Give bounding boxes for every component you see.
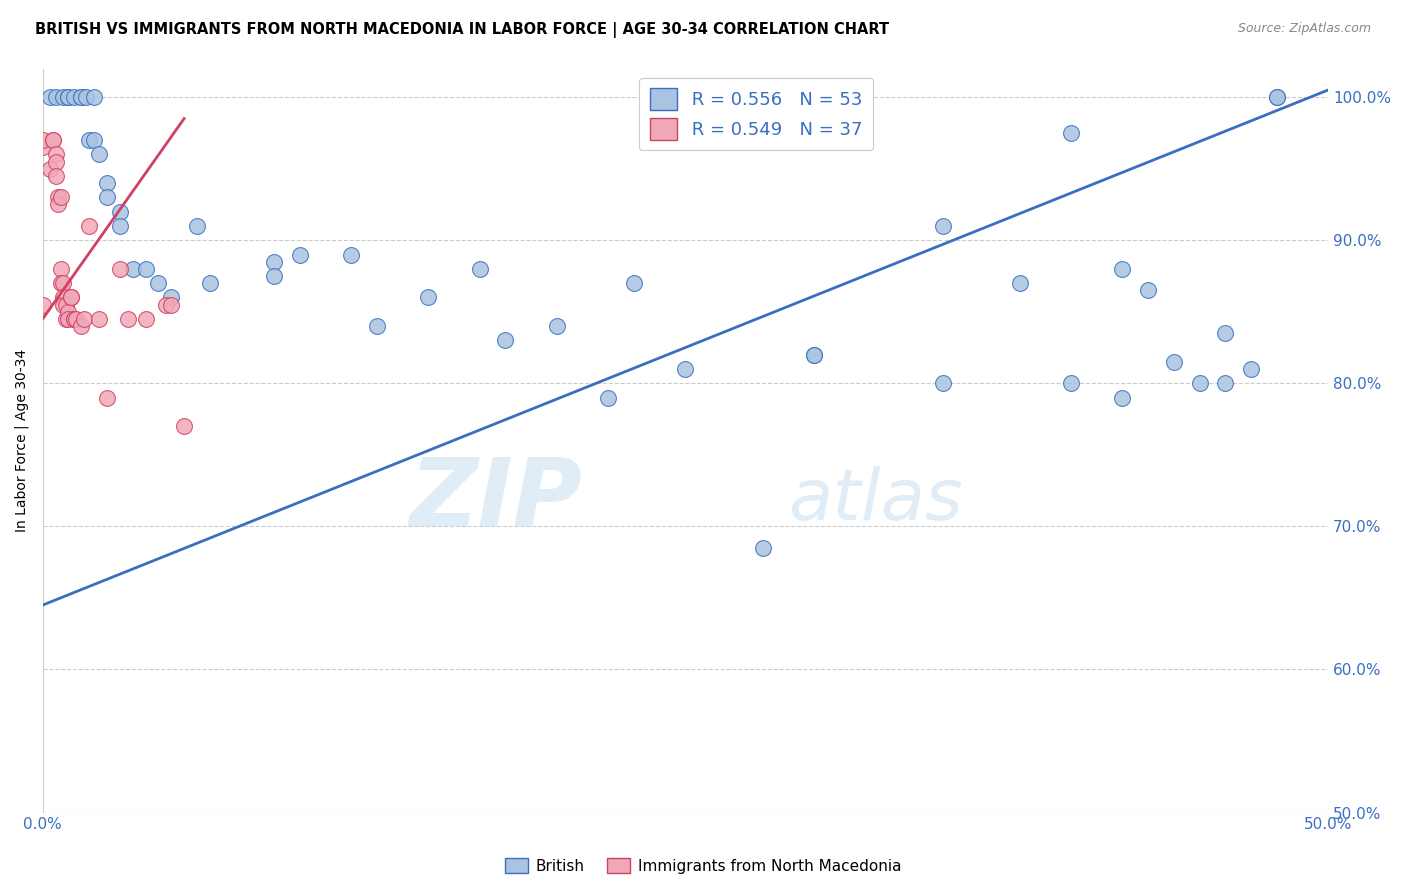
Point bbox=[148, 276, 170, 290]
Point bbox=[108, 219, 131, 233]
Point bbox=[62, 90, 84, 104]
Point bbox=[58, 90, 80, 104]
Point bbox=[1240, 362, 1263, 376]
Point bbox=[546, 319, 568, 334]
Point bbox=[52, 290, 75, 304]
Text: Source: ZipAtlas.com: Source: ZipAtlas.com bbox=[1237, 22, 1371, 36]
Point bbox=[623, 276, 645, 290]
Point bbox=[96, 176, 118, 190]
Point bbox=[70, 90, 93, 104]
Point bbox=[121, 261, 143, 276]
Point bbox=[46, 197, 69, 211]
Point bbox=[83, 90, 105, 104]
Point bbox=[73, 312, 96, 326]
Point bbox=[751, 541, 773, 555]
Point bbox=[117, 312, 139, 326]
Point bbox=[45, 169, 67, 183]
Point bbox=[468, 261, 491, 276]
Point bbox=[1060, 126, 1083, 140]
Point bbox=[31, 140, 53, 154]
Point bbox=[58, 312, 80, 326]
Point bbox=[31, 297, 53, 311]
Point bbox=[59, 290, 82, 304]
Point bbox=[173, 419, 195, 434]
Point bbox=[42, 133, 65, 147]
Point bbox=[108, 204, 131, 219]
Point bbox=[70, 90, 93, 104]
Point bbox=[52, 297, 75, 311]
Point bbox=[366, 319, 388, 334]
Point bbox=[1188, 376, 1211, 391]
Point bbox=[96, 190, 118, 204]
Point bbox=[263, 268, 285, 283]
Point bbox=[931, 219, 953, 233]
Point bbox=[77, 219, 100, 233]
Point bbox=[55, 312, 77, 326]
Point bbox=[186, 219, 208, 233]
Point bbox=[1265, 90, 1288, 104]
Point bbox=[1008, 276, 1031, 290]
Point bbox=[108, 261, 131, 276]
Point bbox=[52, 90, 75, 104]
Point bbox=[803, 348, 825, 362]
Point bbox=[45, 147, 67, 161]
Point bbox=[58, 305, 80, 319]
Point bbox=[288, 247, 311, 261]
Point bbox=[45, 154, 67, 169]
Point bbox=[58, 90, 80, 104]
Point bbox=[1213, 326, 1236, 341]
Point bbox=[89, 147, 111, 161]
Point bbox=[1060, 376, 1083, 391]
Point bbox=[340, 247, 363, 261]
Point bbox=[155, 297, 177, 311]
Point bbox=[70, 319, 93, 334]
Point bbox=[83, 133, 105, 147]
Point bbox=[1163, 355, 1185, 369]
Point bbox=[135, 261, 157, 276]
Point bbox=[39, 90, 62, 104]
Point bbox=[65, 312, 87, 326]
Point bbox=[494, 334, 516, 348]
Point bbox=[1137, 283, 1160, 297]
Point bbox=[89, 312, 111, 326]
Point bbox=[49, 261, 72, 276]
Legend: British, Immigrants from North Macedonia: British, Immigrants from North Macedonia bbox=[499, 852, 907, 880]
Y-axis label: In Labor Force | Age 30-34: In Labor Force | Age 30-34 bbox=[15, 349, 30, 533]
Point bbox=[1213, 376, 1236, 391]
Point bbox=[803, 348, 825, 362]
Point bbox=[59, 290, 82, 304]
Point bbox=[42, 133, 65, 147]
Point bbox=[46, 190, 69, 204]
Point bbox=[77, 133, 100, 147]
Point bbox=[31, 133, 53, 147]
Point bbox=[1265, 90, 1288, 104]
Point bbox=[49, 276, 72, 290]
Point bbox=[62, 312, 84, 326]
Point bbox=[52, 276, 75, 290]
Point bbox=[1111, 391, 1133, 405]
Point bbox=[198, 276, 221, 290]
Point bbox=[418, 290, 440, 304]
Point bbox=[135, 312, 157, 326]
Point bbox=[96, 391, 118, 405]
Point bbox=[45, 90, 67, 104]
Text: ZIP: ZIP bbox=[409, 454, 582, 546]
Text: BRITISH VS IMMIGRANTS FROM NORTH MACEDONIA IN LABOR FORCE | AGE 30-34 CORRELATIO: BRITISH VS IMMIGRANTS FROM NORTH MACEDON… bbox=[35, 22, 889, 38]
Point bbox=[931, 376, 953, 391]
Point bbox=[160, 290, 183, 304]
Point bbox=[62, 312, 84, 326]
Point bbox=[673, 362, 696, 376]
Point bbox=[1111, 261, 1133, 276]
Point bbox=[263, 254, 285, 268]
Legend:  R = 0.556   N = 53,  R = 0.549   N = 37: R = 0.556 N = 53, R = 0.549 N = 37 bbox=[638, 78, 873, 151]
Point bbox=[55, 297, 77, 311]
Point bbox=[39, 161, 62, 176]
Point bbox=[49, 190, 72, 204]
Point bbox=[160, 297, 183, 311]
Text: atlas: atlas bbox=[789, 466, 963, 534]
Point bbox=[75, 90, 97, 104]
Point bbox=[598, 391, 620, 405]
